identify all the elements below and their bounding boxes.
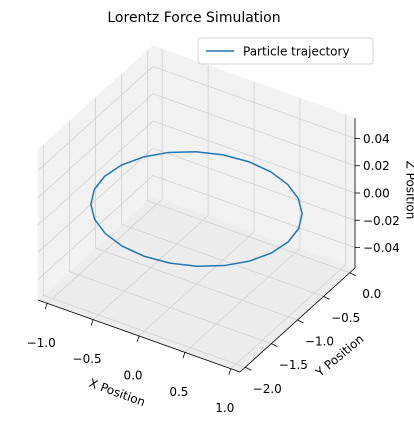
- y-tick-label: −0.5: [331, 311, 360, 325]
- grid-line: [184, 98, 301, 353]
- y-tick: [323, 296, 330, 300]
- z-tick-label: 0.00: [363, 187, 390, 201]
- y-tick-label: −1.5: [279, 358, 308, 372]
- grid-line: [37, 93, 356, 199]
- z-tick-label: −0.02: [363, 214, 400, 228]
- grid-line: [46, 49, 163, 304]
- y-tick: [297, 319, 304, 324]
- grid-line: [37, 120, 356, 226]
- y-tick: [271, 343, 278, 347]
- grid-line: [147, 50, 350, 274]
- grid-line: [138, 82, 255, 337]
- x-tick-label: −1.0: [27, 336, 56, 350]
- grid-line: [37, 65, 356, 171]
- x-tick: [90, 319, 94, 326]
- x-tick: [228, 368, 232, 375]
- z-tick-label: 0.04: [363, 132, 390, 146]
- grid-line: [42, 145, 246, 368]
- chart-title: Lorentz Force Simulation: [107, 10, 280, 26]
- axis-line: [239, 267, 356, 373]
- z-axis-label: Z Position: [404, 161, 414, 220]
- grid-line: [37, 175, 356, 280]
- y-tick-label: −1.0: [305, 335, 334, 349]
- x-tick-label: 0.5: [169, 385, 188, 399]
- grid-line: [37, 147, 356, 253]
- x-tick: [44, 303, 48, 310]
- z-tick-label: 0.02: [363, 159, 390, 173]
- x-tick-label: −0.5: [73, 352, 102, 366]
- grid-line: [68, 121, 272, 345]
- z-tick-label: −0.04: [363, 241, 400, 255]
- grid-line: [92, 65, 209, 320]
- x-tick-label: 0.0: [123, 369, 142, 383]
- grid-line: [121, 74, 324, 297]
- x-tick: [182, 352, 186, 359]
- axis-line: [37, 299, 241, 373]
- y-tick-label: −2.0: [253, 382, 282, 396]
- x-tick-label: 1.0: [215, 401, 234, 415]
- x-tick: [136, 335, 140, 343]
- y-tick: [349, 272, 356, 277]
- legend-box: [197, 37, 374, 65]
- y-tick: [245, 366, 252, 371]
- trajectory-line: [90, 150, 303, 268]
- y-tick-label: 0.0: [362, 287, 381, 301]
- legend-label: Particle trajectory: [243, 45, 350, 59]
- grid-line: [230, 114, 347, 370]
- grid-line: [95, 98, 298, 321]
- legend: Particle trajectory: [197, 37, 374, 65]
